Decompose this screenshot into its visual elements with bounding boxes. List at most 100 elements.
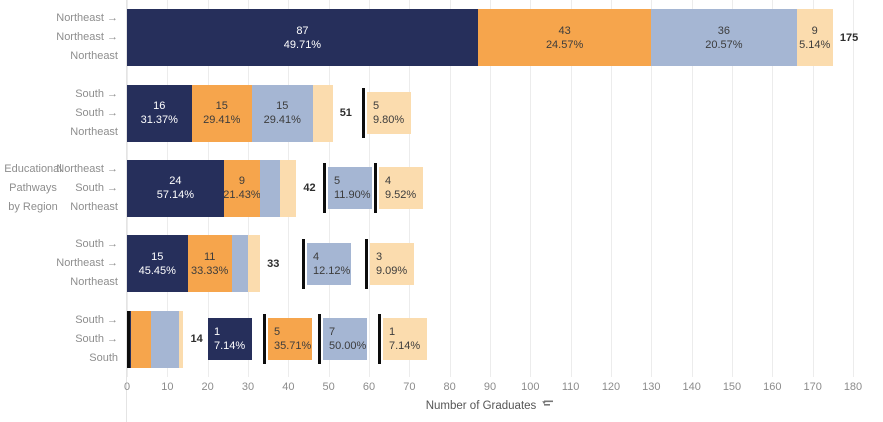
x-tick-label: 80 (443, 381, 456, 393)
chart-row: South → South → South 14 1 7.14% 5 35.71% 7 50.00… (0, 302, 883, 377)
x-tick-label: 110 (561, 381, 580, 393)
row-category-label-line: South → (75, 313, 118, 326)
bar-segment-cream[interactable] (280, 159, 297, 217)
segment-callout-blue[interactable]: 7 50.00% (323, 318, 367, 361)
x-axis-title: Number of Graduates (127, 398, 853, 414)
segment-marker-line (302, 238, 305, 289)
x-axis: 0 10 20 30 40 50 60 70 80 90 100 110 120 130 140 150 160… (0, 381, 883, 397)
segment-label: 15 29.41% (263, 100, 301, 127)
row-category-label-line: Northeast (70, 276, 118, 289)
x-tick-label: 70 (403, 381, 416, 393)
segment-label: 9 21.43% (223, 175, 261, 202)
x-axis-title-text: Number of Graduates (425, 400, 537, 412)
x-tick-label: 120 (601, 381, 621, 393)
x-tick-label: 40 (282, 381, 295, 393)
callout-label: 3 9.09% (376, 250, 408, 277)
callout-label: 4 9.52% (385, 175, 417, 202)
x-tick-label: 0 (123, 381, 131, 393)
row-category-label-line: Northeast → (56, 31, 118, 44)
x-tick-label: 170 (803, 381, 822, 393)
gridline (449, 0, 451, 377)
gridline (490, 0, 491, 377)
segment-callout-blue[interactable]: 5 11.90% (328, 167, 372, 210)
bar-segment-cream[interactable] (179, 310, 184, 368)
callout-label: 5 35.71% (274, 326, 312, 353)
segment-marker-line (127, 310, 130, 368)
segment-callout-cream[interactable]: 3 9.09% (370, 242, 414, 285)
x-tick-label: 150 (722, 381, 742, 393)
segment-callout-cream[interactable]: 5 9.80% (367, 92, 411, 135)
callout-label: 7 50.00% (329, 326, 367, 353)
segment-callout-navy[interactable]: 1 7.14% (208, 318, 252, 361)
x-tick-label: 100 (521, 381, 540, 393)
y-axis-title: Educational Pathways by Region (2, 160, 64, 217)
segment-label: 36 20.57% (705, 24, 743, 51)
x-tick-label: 160 (763, 381, 782, 393)
y-axis-title-line: Educational (4, 163, 62, 175)
x-tick-label: 20 (201, 381, 214, 393)
segment-marker-line (378, 314, 381, 365)
y-axis-title-line: Pathways (9, 182, 57, 194)
segment-callout-cream[interactable]: 4 9.52% (379, 167, 423, 210)
bar-segment-blue[interactable] (151, 310, 180, 368)
pane-left-border (126, 0, 127, 422)
segment-label: 15 45.45% (138, 250, 176, 277)
row-category-label: South → South → South (0, 311, 118, 368)
x-tick-label: 60 (362, 381, 376, 393)
callout-label: 5 9.80% (373, 100, 405, 127)
x-tick-label: 180 (843, 381, 863, 393)
bar-segment-orange[interactable]: 9 21.43% (223, 159, 261, 217)
row-total-label: 42 (303, 182, 316, 195)
callout-label: 5 11.90% (334, 175, 371, 202)
bar-segment-orange[interactable]: 11 33.33% (187, 235, 232, 293)
bar-segment-blue[interactable] (231, 235, 248, 293)
callout-label: 1 7.14% (389, 326, 421, 353)
row-category-label-line: Northeast (70, 125, 118, 138)
bar-segment-orange[interactable] (131, 310, 152, 368)
row-category-label: Northeast → Northeast → Northeast (0, 9, 118, 66)
row-category-label-line: Northeast (70, 200, 118, 213)
sort-descending-icon[interactable] (542, 399, 554, 413)
segment-label: 15 29.41% (203, 100, 241, 127)
segment-marker-line (318, 314, 321, 365)
bar-segment-navy[interactable]: 16 31.37% (127, 84, 192, 142)
segment-label: 24 57.14% (156, 175, 195, 202)
segment-callout-blue[interactable]: 4 12.12% (307, 242, 351, 285)
chart-row: Northeast → Northeast → Northeast 87 49.71% 4… (0, 0, 883, 75)
gridline (732, 0, 733, 377)
segment-callout-cream[interactable]: 1 7.14% (383, 318, 427, 361)
segment-callout-orange[interactable]: 5 35.71% (268, 318, 312, 361)
row-category-label-line: South → (75, 238, 118, 251)
bar-segment-navy[interactable]: 24 57.14% (127, 159, 224, 217)
gridline (530, 0, 532, 377)
bar-segment-blue[interactable]: 15 29.41% (252, 84, 313, 142)
row-category-label-line: Northeast (70, 50, 118, 63)
bar-segment-orange[interactable]: 15 29.41% (191, 84, 253, 142)
row-category-label-line: South → (75, 87, 118, 100)
bar-segment-cream[interactable]: 9 5.14% (796, 9, 833, 67)
callout-label: 4 12.12% (313, 250, 351, 277)
bar-segment-orange[interactable]: 43 24.57% (477, 9, 652, 67)
segment-label: 87 49.71% (283, 24, 322, 51)
bar-segment-navy[interactable]: 15 45.45% (127, 235, 188, 293)
row-category-label-line: South (89, 351, 118, 364)
row-category-label-line: South → (75, 181, 118, 194)
row-total-label: 51 (339, 107, 352, 120)
x-tick-label: 130 (642, 381, 661, 393)
gridline (651, 0, 653, 377)
row-total-label: 14 (190, 333, 203, 346)
row-category-label: South → Northeast → Northeast (0, 235, 118, 292)
bar-segment-navy[interactable]: 87 49.71% (127, 9, 478, 67)
y-axis-title-line: by Region (8, 201, 58, 213)
segment-marker-line (362, 88, 365, 139)
callout-label: 1 7.14% (214, 326, 246, 353)
bar-segment-blue[interactable]: 36 20.57% (651, 9, 797, 67)
bar-segment-cream[interactable] (248, 235, 261, 293)
x-tick-label: 90 (483, 381, 497, 393)
chart-row: South → South → Northeast 16 31.37% 15 29.41% 1… (0, 75, 883, 150)
bar-segment-cream[interactable] (312, 84, 333, 142)
bar-segment-blue[interactable] (260, 159, 281, 217)
segment-label: 9 5.14% (799, 24, 831, 51)
row-category-label-line: Northeast → (56, 12, 118, 25)
